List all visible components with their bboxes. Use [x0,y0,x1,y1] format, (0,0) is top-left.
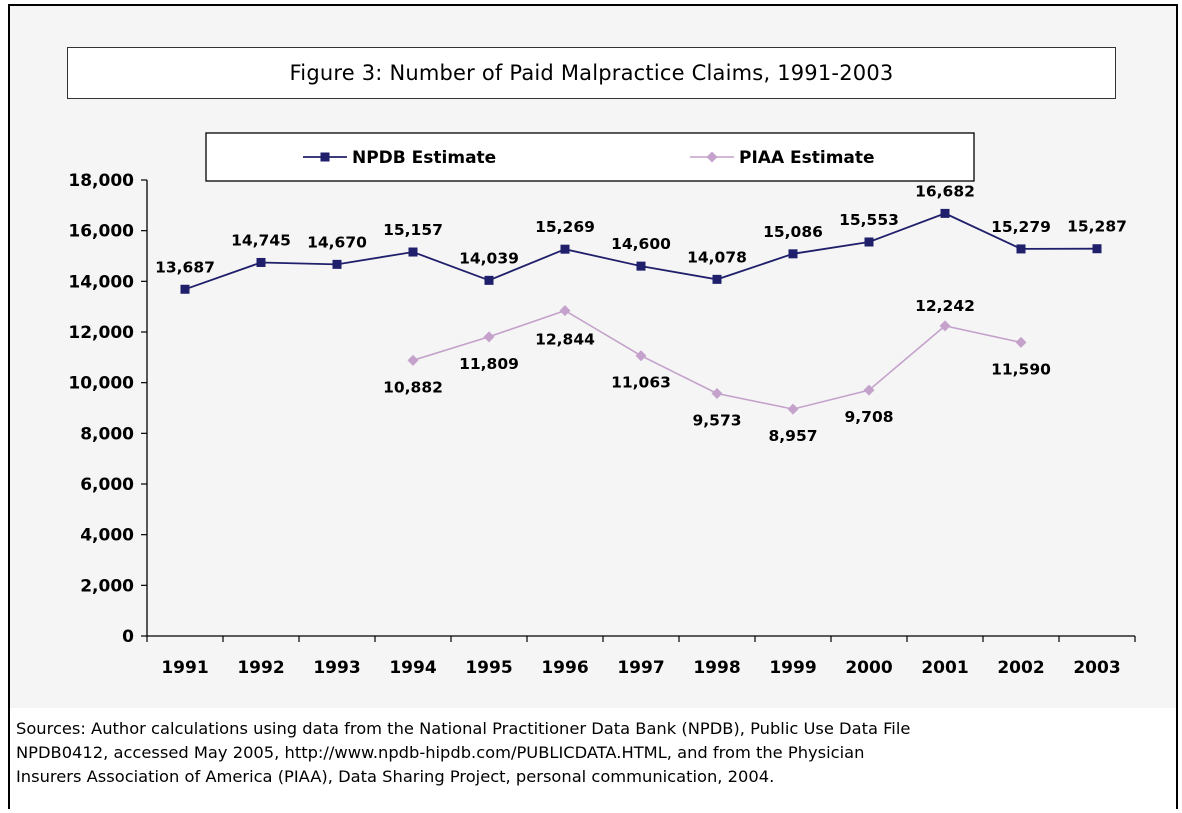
legend-npdb-label: NPDB Estimate [352,148,496,168]
npdb-data-label: 15,279 [991,218,1051,236]
y-tick-label: 16,000 [68,222,134,242]
npdb-point [408,247,418,257]
piaa-data-label: 11,063 [611,374,671,392]
npdb-data-label: 13,687 [155,258,215,276]
npdb-point [332,259,342,269]
y-tick-label: 4,000 [80,526,134,546]
piaa-point [787,403,799,415]
y-tick-label: 0 [122,627,134,647]
piaa-data-label: 11,590 [991,360,1051,378]
x-tick-label: 1993 [313,658,360,678]
piaa-data-label: 12,844 [535,331,595,349]
sources-line-2: NPDB0412, accessed May 2005, http://www.… [16,743,865,762]
npdb-point [484,275,494,285]
x-tick-label: 1994 [389,658,436,678]
y-tick-label: 12,000 [68,323,134,343]
npdb-point [1092,244,1102,254]
x-tick-label: 1992 [237,658,284,678]
x-tick-label: 2002 [997,658,1044,678]
npdb-data-label: 16,682 [915,182,975,200]
x-tick-label: 1997 [617,658,664,678]
x-tick-label: 1999 [769,658,816,678]
npdb-data-label: 15,086 [763,223,823,241]
npdb-point [256,257,266,267]
y-tick-label: 8,000 [80,424,134,444]
piaa-data-label: 10,882 [383,378,443,396]
npdb-point [940,208,950,218]
npdb-point [788,249,798,259]
x-tick-label: 1996 [541,658,588,678]
x-tick-label: 2001 [921,658,968,678]
piaa-data-label: 11,809 [459,355,519,373]
y-tick-label: 14,000 [68,272,134,292]
piaa-point [1015,336,1027,348]
piaa-point [483,331,495,343]
x-tick-label: 2000 [845,658,892,678]
legend-npdb-marker [320,152,330,162]
chart-title-box: Figure 3: Number of Paid Malpractice Cla… [67,47,1116,99]
npdb-data-label: 14,745 [231,231,291,249]
npdb-point [712,274,722,284]
npdb-point [864,237,874,247]
piaa-point [635,350,647,362]
x-tick-label: 1998 [693,658,740,678]
legend-piaa-marker [706,151,718,163]
piaa-point [407,354,419,366]
npdb-data-label: 14,078 [687,248,747,266]
piaa-data-label: 9,708 [844,408,893,426]
npdb-data-label: 14,600 [611,235,671,253]
figure-frame [8,4,1178,809]
npdb-data-label: 15,269 [535,218,595,236]
x-tick-label: 1991 [161,658,208,678]
npdb-data-label: 15,287 [1067,218,1127,236]
sources-line-1: Sources: Author calculations using data … [16,719,911,738]
x-tick-label: 1995 [465,658,512,678]
npdb-data-label: 15,553 [839,211,899,229]
legend-piaa-label: PIAA Estimate [739,148,875,168]
plot-background [10,6,1176,708]
npdb-data-label: 15,157 [383,221,443,239]
sources-note: Sources: Author calculations using data … [16,717,1166,789]
piaa-data-label: 12,242 [915,297,975,315]
npdb-point [180,284,190,294]
npdb-data-label: 14,039 [459,249,519,267]
y-tick-label: 10,000 [68,374,134,394]
piaa-point [711,387,723,399]
sources-line-3: Insurers Association of America (PIAA), … [16,767,775,786]
piaa-point [939,320,951,332]
npdb-point [1016,244,1026,254]
npdb-point [560,244,570,254]
piaa-data-label: 8,957 [768,427,817,445]
npdb-data-label: 14,670 [307,233,367,251]
x-tick-label: 2003 [1073,658,1120,678]
y-tick-label: 6,000 [80,475,134,495]
piaa-point [559,305,571,317]
chart-title: Figure 3: Number of Paid Malpractice Cla… [289,61,894,85]
npdb-point [636,261,646,271]
piaa-data-label: 9,573 [692,411,741,429]
piaa-point [863,384,875,396]
y-tick-label: 18,000 [68,171,134,191]
y-tick-label: 2,000 [80,576,134,596]
